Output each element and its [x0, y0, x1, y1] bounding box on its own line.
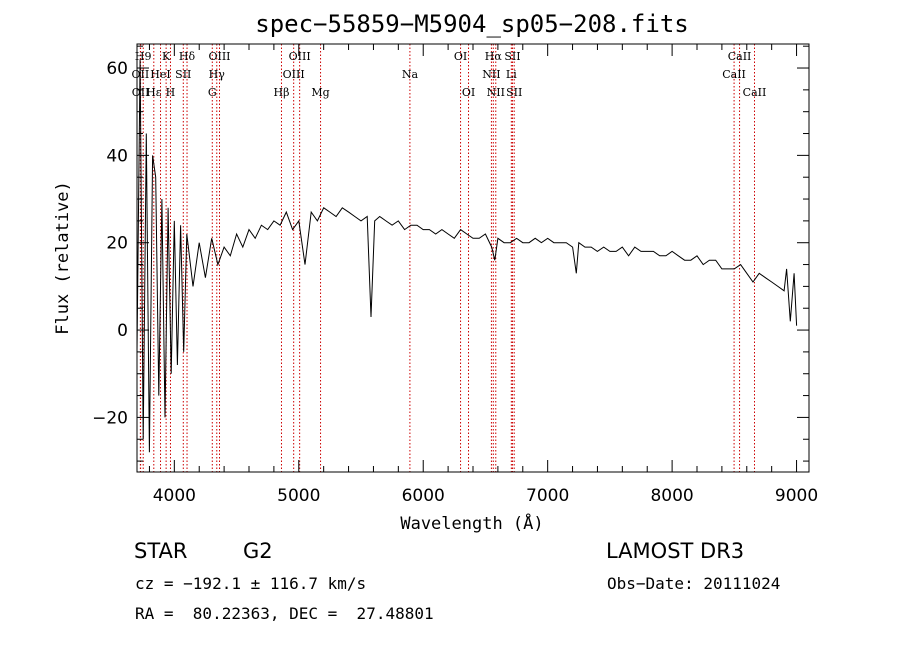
line-label: OIII [289, 50, 311, 63]
y-tick-label: 20 [106, 234, 128, 254]
observation-date: Obs−Date: 20111024 [607, 574, 781, 593]
line-label: CaII [728, 50, 752, 63]
x-tick-label: 5000 [277, 486, 320, 506]
line-label: H [166, 86, 176, 99]
x-tick-label: 8000 [650, 486, 693, 506]
y-tick-label: −20 [92, 408, 128, 428]
line-label: HeI [150, 68, 170, 81]
line-label: OIII [283, 68, 305, 81]
line-label: SII [175, 68, 191, 81]
line-label: Na [402, 68, 419, 81]
redshift-velocity: cz = −192.1 ± 116.7 km/s [135, 574, 367, 593]
line-label: OIII [208, 50, 230, 63]
line-label: Hβ [274, 86, 290, 99]
x-tick-label: 4000 [153, 486, 196, 506]
y-tick-label: 60 [106, 59, 128, 79]
line-label: NII [482, 68, 500, 81]
object-class: STAR [134, 539, 188, 563]
line-label: Hγ [209, 68, 226, 81]
x-tick-label: 9000 [775, 486, 818, 506]
x-tick-label: 7000 [526, 486, 569, 506]
line-label: Hε [146, 86, 162, 99]
line-label: SII [504, 50, 520, 63]
line-label: OI [462, 86, 475, 99]
line-label: Hα [485, 50, 503, 63]
spectral-lines [139, 44, 755, 472]
line-label: Mg [311, 86, 329, 99]
axis-tick-labels: 4000 5000 6000 7000 8000 9000 −20 0 20 40 60 [92, 59, 818, 506]
line-label: H9 [135, 50, 152, 63]
line-label: NII [487, 86, 505, 99]
line-label: CaII [743, 86, 767, 99]
line-label: CaII [722, 68, 746, 81]
sky-coordinates: RA = 80.22363, DEC = 27.48801 [135, 604, 434, 623]
x-axis-label: Wavelength (Å) [400, 512, 543, 534]
survey-name: LAMOST DR3 [606, 539, 745, 563]
y-tick-label: 40 [106, 146, 128, 166]
x-tick-label: 6000 [402, 486, 445, 506]
line-label: SII [506, 86, 522, 99]
line-label: Hδ [179, 50, 196, 63]
line-label: G [208, 86, 217, 99]
y-tick-label: 0 [117, 321, 128, 341]
object-subclass: G2 [243, 539, 273, 563]
chart-title: spec−55859−M5904_sp05−208.fits [255, 10, 688, 38]
plot-frame [136, 43, 810, 473]
axis-ticks [137, 44, 809, 472]
line-label: Li [506, 68, 517, 81]
line-label: K [162, 50, 171, 63]
y-axis-label: Flux (relative) [53, 181, 73, 335]
spectrum-series [136, 59, 798, 453]
line-label: OI [454, 50, 467, 63]
